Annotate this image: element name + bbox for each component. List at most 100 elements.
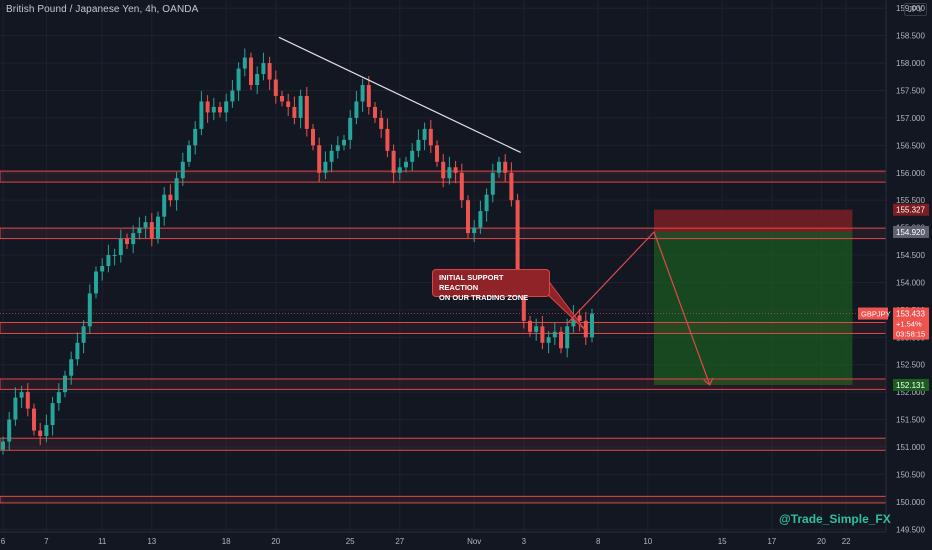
candle-body-89 [552, 331, 557, 338]
candle-body-83 [515, 200, 520, 283]
candle-body-46 [286, 101, 291, 107]
y-tick-label-16: 151.000 [896, 443, 925, 452]
x-tick-label-5: 20 [271, 537, 280, 546]
entry-price-tag-bg [893, 225, 929, 238]
candle-body-88 [546, 337, 551, 343]
projection-arrow-icon [703, 377, 714, 386]
candle-body-67 [416, 139, 421, 151]
target-price-tag: 152.131 [896, 381, 925, 390]
candle-body-6 [38, 430, 43, 437]
candle-body-41 [255, 74, 260, 86]
candle-body-23 [143, 222, 148, 228]
countdown-label: 03:58:15 [896, 330, 925, 339]
candle-body-17 [106, 255, 111, 266]
author-watermark: @Trade_Simple_FX [779, 512, 891, 526]
x-tick-label-3: 13 [147, 537, 156, 546]
symbol-tag-bg [858, 307, 888, 320]
x-tick-label-4: 18 [222, 537, 231, 546]
candle-body-26 [162, 194, 167, 217]
candle-body-20 [125, 238, 129, 245]
x-tick-label-1: 7 [44, 537, 49, 546]
candle-body-14 [87, 293, 92, 327]
candle-body-59 [366, 85, 371, 107]
candle-body-82 [509, 172, 514, 201]
last-price-label: 153.433 [896, 310, 925, 319]
candle-body-85 [528, 320, 532, 332]
candle-body-68 [422, 128, 427, 140]
candle-body-54 [335, 145, 340, 151]
candle-body-84 [521, 282, 526, 321]
candle-body-69 [428, 128, 433, 146]
symbol-title: British Pound / Japanese Yen, 4h, OANDA [6, 4, 199, 15]
candle-body-66 [410, 150, 415, 162]
y-tick-label-5: 156.500 [896, 141, 925, 150]
candle-body-62 [385, 128, 390, 151]
candle-body-92 [571, 315, 576, 327]
candle-body-8 [50, 403, 55, 426]
zone-2 [0, 321, 887, 334]
candle-body-24 [149, 222, 154, 239]
candle-body-75 [466, 200, 470, 234]
zone-3 [0, 378, 887, 390]
x-tick-label-12: 15 [718, 537, 727, 546]
candle-body-30 [187, 145, 191, 162]
x-tick-label-0: 6 [1, 537, 6, 546]
currency-label[interactable]: JPY [904, 3, 927, 16]
candle-body-51 [317, 145, 322, 173]
candle-body-78 [484, 194, 489, 212]
y-tick-label-4: 157.000 [896, 114, 925, 123]
candle-body-37 [230, 90, 235, 102]
candle-body-76 [472, 227, 477, 234]
y-tick-label-7: 155.500 [896, 196, 925, 205]
candle-body-16 [100, 266, 105, 272]
y-tick-label-6: 156.000 [896, 169, 925, 178]
x-tick-label-2: 11 [98, 537, 107, 546]
candle-body-95 [590, 313, 594, 338]
y-tick-label-17: 150.500 [896, 470, 925, 479]
candle-body-72 [447, 167, 452, 179]
candle-body-74 [459, 172, 464, 201]
candle-body-18 [112, 255, 117, 257]
y-tick-label-14: 152.000 [896, 388, 925, 397]
candle-body-33 [205, 101, 210, 113]
y-tick-label-13: 152.500 [896, 361, 925, 370]
x-tick-label-11: 10 [643, 537, 652, 546]
zone-4 [0, 437, 887, 451]
candle-body-43 [267, 63, 272, 80]
x-tick-label-6: 25 [346, 537, 355, 546]
candle-body-93 [577, 315, 582, 321]
trendline [278, 36, 521, 154]
candle-body-12 [75, 342, 80, 360]
candle-body-0 [1, 441, 5, 450]
candle-body-79 [490, 172, 495, 195]
candle-body-73 [453, 167, 458, 173]
target-price-tag-bg [893, 378, 929, 391]
candle-body-52 [323, 161, 328, 173]
candle-body-35 [218, 106, 222, 113]
candle-body-48 [298, 95, 303, 118]
annotation-callout: INITIAL SUPPORT REACTION ON OUR TRADING … [432, 269, 550, 302]
y-tick-label-1: 158.500 [896, 32, 925, 41]
y-tick-label-10: 154.000 [896, 278, 925, 287]
candle-body-38 [236, 68, 241, 91]
candle-body-91 [565, 326, 570, 349]
candle-body-3 [19, 392, 24, 398]
candle-body-64 [397, 167, 402, 173]
x-tick-label-8: Nov [467, 537, 481, 546]
y-tick-label-18: 150.000 [896, 498, 925, 507]
candle-body-42 [261, 63, 266, 75]
candle-body-5 [32, 408, 36, 431]
candle-body-80 [497, 161, 501, 173]
y-tick-label-3: 157.500 [896, 86, 925, 95]
projection-path [566, 230, 711, 386]
candle-body-87 [540, 326, 545, 343]
candle-body-70 [435, 145, 439, 162]
x-tick-label-10: 8 [596, 537, 601, 546]
candle-body-47 [292, 106, 297, 118]
candle-body-21 [131, 233, 136, 245]
candle-body-4 [25, 392, 30, 409]
candle-body-9 [56, 392, 61, 404]
x-tick-label-15: 22 [842, 537, 851, 546]
candle-body-45 [280, 95, 284, 102]
